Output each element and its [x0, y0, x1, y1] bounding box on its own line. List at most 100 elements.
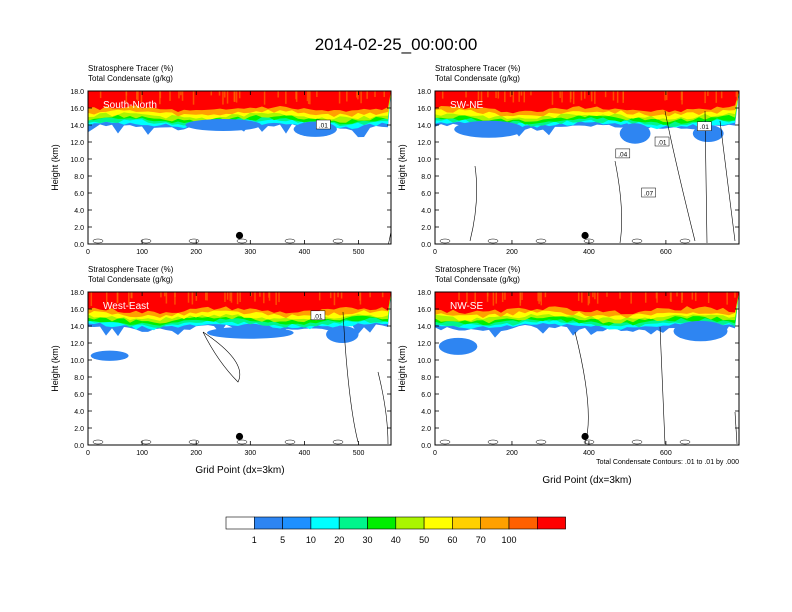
- tracer-streak: [187, 292, 190, 303]
- colorbar-label: 5: [280, 535, 285, 545]
- x-tick-label: 500: [353, 450, 365, 457]
- y-tick-label: 8.0: [421, 375, 431, 382]
- tracer-streak: [137, 91, 139, 101]
- colorbar-label: 1: [252, 535, 257, 545]
- colorbar-label: 40: [391, 535, 401, 545]
- tracer-streak: [275, 292, 277, 305]
- colorbar-swatch: [254, 516, 283, 530]
- tracer-streak: [495, 91, 497, 99]
- tracer-streak: [538, 292, 540, 304]
- tracer-streak: [204, 292, 207, 301]
- tracer-streak: [285, 91, 287, 104]
- tracer-streak: [277, 91, 279, 98]
- footnote: Total Condensate Contours: .01 to .01 by…: [596, 459, 739, 466]
- tracer-streak: [518, 91, 520, 102]
- condensate-contour: [679, 238, 691, 244]
- x-axis-label-left: Grid Point (dx=3km): [195, 465, 284, 476]
- tracer-streak: [346, 91, 348, 102]
- figure-title: 2014-02-25_00:00:00: [315, 35, 478, 54]
- tracer-streak: [587, 292, 590, 306]
- condensate-contour: [140, 238, 152, 244]
- y-tick-label: 16.0: [417, 307, 431, 314]
- tracer-streak: [333, 292, 336, 306]
- tracer-streak: [458, 292, 460, 301]
- x-tick-label: 100: [136, 450, 148, 457]
- colorbar-label: 20: [334, 535, 344, 545]
- tracer-streak: [105, 292, 108, 305]
- y-tick-label: 10.0: [417, 358, 431, 365]
- tracer-streak: [178, 91, 180, 99]
- y-tick-label: 8.0: [74, 375, 84, 382]
- x-axis-label-right: Grid Point (dx=3km): [542, 475, 631, 486]
- tracer-streak: [316, 91, 318, 97]
- y-tick-label: 14.0: [70, 324, 84, 331]
- x-tick-label: 0: [86, 450, 90, 457]
- tracer-streak: [604, 91, 607, 98]
- x-tick-label: 0: [433, 249, 437, 256]
- tracer-streak: [159, 91, 162, 99]
- tracer-streak: [125, 91, 128, 96]
- tracer-streak: [374, 91, 376, 98]
- tracer-streak: [670, 292, 672, 302]
- condensate-contour: [574, 326, 738, 445]
- panel-west-east: Stratosphere Tracer (%)Total Condensate …: [50, 265, 392, 457]
- tracer-streak: [596, 292, 599, 304]
- tracer-streak: [239, 292, 241, 303]
- x-tick-label: 100: [136, 249, 148, 256]
- contour-label-box: [697, 121, 712, 131]
- tracer-streak: [295, 91, 298, 99]
- tracer-streak: [512, 91, 515, 103]
- colorbar-swatch: [452, 516, 481, 530]
- tracer-streak: [715, 91, 718, 103]
- tracer-streak: [590, 91, 593, 102]
- plot-frame: [434, 90, 740, 245]
- tracer-streak: [263, 292, 265, 304]
- tracer-streak: [195, 292, 198, 301]
- y-tick-label: 2.0: [421, 426, 431, 433]
- x-tick-label: 400: [299, 249, 311, 256]
- x-tick-label: 300: [244, 450, 256, 457]
- tracer-streak: [278, 292, 280, 303]
- tracer-streak: [704, 91, 706, 104]
- tracer-streak: [561, 91, 563, 103]
- tracer-streak: [165, 292, 168, 304]
- y-tick-label: 18.0: [417, 89, 431, 96]
- tracer-streak: [474, 292, 476, 304]
- y-tick-label: 16.0: [417, 106, 431, 113]
- contour-label-box: [641, 187, 656, 198]
- colorbar-label: 60: [447, 535, 457, 545]
- tracer-streak: [588, 292, 591, 304]
- tracer-streak: [537, 292, 539, 302]
- y-axis-label: Height (km): [50, 345, 60, 392]
- condensate-contour: [439, 439, 451, 445]
- tracer-streak: [680, 91, 683, 101]
- colorbar-swatch: [480, 516, 510, 530]
- condensate-contour: [140, 439, 152, 445]
- tracer-streak: [307, 91, 310, 104]
- tracer-field: [435, 292, 739, 445]
- tracer-streak: [486, 292, 489, 297]
- tracer-streak: [340, 292, 343, 299]
- y-tick-label: 12.0: [70, 341, 84, 348]
- panel-label: SW-NE: [450, 100, 483, 111]
- colorbar-swatch: [508, 516, 538, 530]
- y-tick-label: 14.0: [417, 324, 431, 331]
- tracer-patch: [438, 337, 478, 355]
- colorbar-label: 10: [306, 535, 316, 545]
- y-tick-label: 10.0: [417, 157, 431, 164]
- y-tick-label: 2.0: [421, 225, 431, 232]
- condensate-contour: [284, 238, 296, 244]
- tracer-streak: [236, 292, 239, 305]
- panels: Stratosphere Tracer (%)Total Condensate …: [50, 64, 740, 457]
- y-tick-label: 8.0: [74, 174, 84, 181]
- tracer-streak: [234, 91, 236, 102]
- tracer-streak: [338, 91, 341, 104]
- tracer-streak: [191, 292, 194, 305]
- plot-frame: [434, 291, 740, 446]
- colorbar: 1 5 10 20 30 40 50 60 70 100: [225, 516, 566, 545]
- tracer-streak: [136, 91, 138, 100]
- colorbar-swatch: [423, 516, 453, 530]
- tracer-streak: [160, 292, 162, 298]
- station-marker: [581, 432, 589, 441]
- y-tick-label: 18.0: [417, 290, 431, 297]
